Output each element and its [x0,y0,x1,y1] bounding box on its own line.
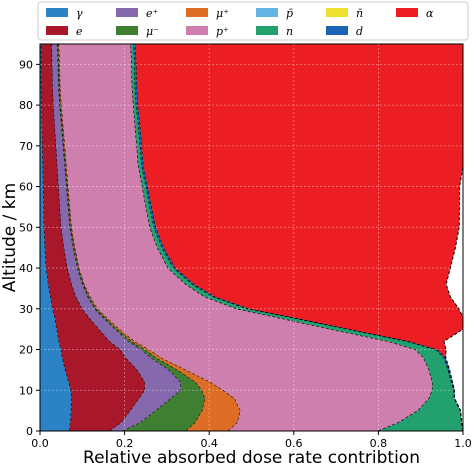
legend-label-6: p̄ [286,7,293,20]
legend-swatch-3 [116,26,138,35]
y-tick-label: 40 [19,262,33,275]
legend-swatch-8 [326,8,348,17]
y-tick-label: 20 [19,344,33,357]
y-axis-label: Altitude / km [0,183,20,292]
legend-label-8: n̄ [356,7,363,20]
area-4 [58,44,241,431]
y-tick-label: 90 [19,58,33,71]
legend-label-9: d [356,25,363,38]
legend-label-4: μ⁺ [216,7,229,20]
legend-swatch-9 [326,26,348,35]
x-axis-label: Relative absorbed dose rate contribtion [83,448,420,467]
legend-swatch-1 [46,26,68,35]
legend-swatch-5 [186,26,208,35]
y-tick-label: 0 [26,425,33,438]
x-tick-label: 1.0 [454,437,472,450]
plot-frame [39,43,464,432]
y-tick-label: 30 [19,303,33,316]
y-tick-label: 70 [19,140,33,153]
legend-swatch-7 [256,26,278,35]
legend-label-1: e [76,25,83,38]
axis-ticks: 0.0 0.2 0.4 0.6 0.8 1.0 0 10 20 30 40 50 60 70 80 90 [19,58,472,450]
x-tick-label: 0.6 [285,437,303,450]
area-0 [40,44,72,431]
legend-swatch-6 [256,8,278,17]
area-10 [135,44,463,431]
legend: γ e⁺ μ⁺ p̄ n̄ α e μ⁻ p⁺ n d [37,1,469,41]
legend-swatch-10 [396,8,418,17]
legend-swatch-4 [186,8,208,17]
y-tick-label: 80 [19,99,33,112]
y-tick-label: 60 [19,181,33,194]
legend-label-2: e⁺ [146,7,159,20]
area-1 [41,44,145,431]
legend-label-5: p⁺ [216,25,229,38]
x-tick-label: 0.0 [31,437,49,450]
plot-area [40,43,464,432]
area-5 [59,44,433,431]
legend-label-0: γ [76,7,83,20]
legend-swatch-0 [46,8,68,17]
y-tick-label: 50 [19,221,33,234]
legend-box [37,1,469,41]
y-tick-label: 10 [19,384,33,397]
area-boundary-10 [443,44,464,432]
x-tick-label: 0.8 [370,437,388,450]
area-2 [51,44,181,431]
legend-label-7: n [286,25,293,38]
area-3 [57,44,205,431]
legend-swatch-2 [116,8,138,17]
legend-label-3: μ⁻ [146,25,159,38]
legend-label-10: α [426,7,434,20]
x-tick-label: 0.2 [116,437,134,450]
x-tick-label: 0.4 [200,437,218,450]
